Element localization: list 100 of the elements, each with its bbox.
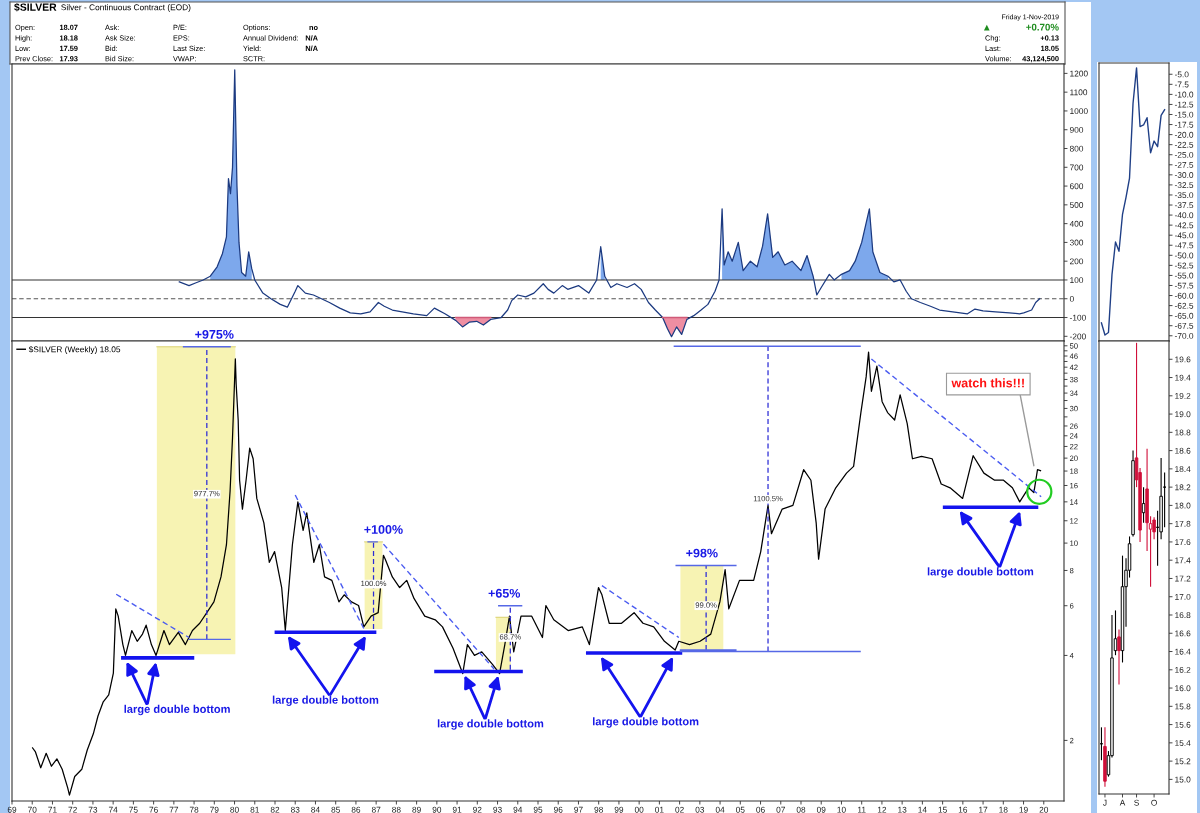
- y-tick-label: 19.6: [1175, 356, 1191, 363]
- y-tick-label: -42.5: [1174, 222, 1194, 229]
- y-tick-label: 0: [1069, 295, 1074, 302]
- y-tick-label: -65.0: [1174, 312, 1194, 319]
- annotation: large double bottom: [927, 567, 1034, 578]
- y-tick-label: -27.5: [1174, 161, 1194, 168]
- x-tick-label: 75: [129, 806, 138, 813]
- x-tick-label: 87: [371, 806, 381, 813]
- annotation: watch this!!!: [951, 378, 1024, 388]
- annotation: large double bottom: [272, 695, 379, 706]
- x-tick-label: 71: [48, 806, 57, 813]
- y-tick-label: -52.5: [1174, 262, 1194, 269]
- text: $SILVER: [14, 2, 57, 12]
- text: +0.70%: [1026, 23, 1059, 31]
- x-tick-label: 08: [796, 806, 806, 813]
- x-tick-label: S: [1134, 799, 1139, 806]
- x-tick-label: 04: [715, 806, 725, 813]
- y-tick-label: -40.0: [1174, 212, 1194, 219]
- y-tick-label: 15.6: [1175, 721, 1191, 728]
- x-tick-label: 99: [614, 806, 624, 813]
- y-tick-label: 18.2: [1175, 484, 1191, 491]
- y-tick-label: 15.2: [1175, 758, 1191, 765]
- candlestick: [1117, 629, 1121, 685]
- x-tick-label: 88: [392, 806, 401, 813]
- x-tick-label: 18: [999, 806, 1008, 813]
- y-tick-label: 16.6: [1175, 630, 1191, 637]
- text: Silver - Continuous Contract (EOD): [61, 4, 191, 12]
- annotation: +65%: [488, 588, 521, 598]
- y-tick-label: 900: [1069, 126, 1084, 133]
- y-tick-label: 16.8: [1175, 612, 1191, 619]
- x-tick-label: 91: [452, 806, 462, 813]
- x-tick-label: 96: [553, 806, 563, 813]
- x-tick-label: O: [1151, 799, 1157, 806]
- y-tick-label: 500: [1069, 202, 1084, 208]
- y-tick-label: 800: [1069, 145, 1084, 152]
- x-tick-label: 17: [979, 806, 988, 813]
- x-tick-label: 74: [108, 806, 118, 813]
- x-tick-label: 72: [68, 806, 77, 813]
- y-tick-label: -10.0: [1174, 91, 1194, 98]
- y-tick-label: -35.0: [1174, 192, 1194, 199]
- y-tick-label: -60.0: [1174, 292, 1194, 299]
- y-tick-label: -30.0: [1174, 172, 1194, 178]
- y-tick-label: 200: [1069, 258, 1084, 265]
- x-tick-label: 06: [756, 806, 765, 813]
- x-tick-label: 16: [958, 806, 968, 813]
- x-tick-label: 93: [493, 806, 502, 813]
- y-tick-label: 18.0: [1175, 502, 1191, 509]
- x-tick-label: 79: [210, 806, 219, 813]
- y-tick-label: 17.8: [1175, 520, 1191, 527]
- y-tick-label: -100: [1069, 314, 1086, 321]
- y-tick-label: 700: [1069, 164, 1084, 171]
- y-tick-label: -32.5: [1174, 182, 1194, 188]
- x-tick-label: 86: [351, 806, 361, 813]
- x-tick-label: 81: [250, 806, 259, 813]
- x-tick-label: 69: [7, 806, 17, 813]
- annotation: large double bottom: [437, 719, 544, 730]
- y-tick-label: -50.0: [1174, 252, 1194, 259]
- y-tick-label: 18.4: [1175, 466, 1191, 472]
- x-tick-label: 83: [290, 806, 300, 813]
- x-tick-label: 11: [858, 806, 866, 813]
- x-tick-label: 07: [776, 806, 785, 813]
- y-tick-label: 15.8: [1175, 703, 1191, 710]
- annotation: +98%: [686, 548, 718, 558]
- x-tick-label: 98: [594, 806, 603, 813]
- x-tick-label: 12: [877, 806, 887, 813]
- x-tick-label: 20: [1039, 806, 1049, 813]
- x-tick-label: 13: [898, 806, 907, 813]
- line-series: [178, 69, 1041, 338]
- y-tick-label: -45.0: [1174, 232, 1194, 239]
- y-tick-label: -67.5: [1174, 322, 1194, 329]
- x-tick-label: 03: [695, 806, 705, 813]
- y-tick-label: -55.0: [1174, 272, 1194, 279]
- y-tick-label: 600: [1069, 183, 1084, 190]
- line-series: [1100, 67, 1166, 336]
- y-tick-label: 19.4: [1175, 374, 1191, 381]
- x-tick-label: 01: [655, 806, 664, 813]
- x-tick-label: 89: [412, 806, 421, 813]
- annotation: large double bottom: [593, 717, 699, 728]
- x-tick-label: 95: [533, 806, 543, 813]
- x-tick-label: 00: [634, 806, 644, 813]
- x-tick-label: 76: [149, 806, 158, 813]
- x-tick-label: 78: [189, 806, 199, 813]
- x-tick-label: 84: [311, 806, 320, 813]
- y-tick-label: 15.4: [1175, 740, 1191, 746]
- x-tick-label: 14: [918, 806, 927, 813]
- y-tick-label: 400: [1069, 220, 1084, 227]
- y-tick-label: -25.0: [1174, 151, 1194, 158]
- y-tick-label: -37.5: [1174, 202, 1194, 209]
- x-tick-label: 90: [432, 806, 442, 813]
- x-tick-label: 19: [1019, 806, 1028, 813]
- x-tick-label: 05: [736, 806, 745, 813]
- x-tick-label: 73: [88, 806, 98, 813]
- y-tick-label: 16.0: [1175, 685, 1191, 692]
- y-tick-label: -70.0: [1174, 332, 1194, 339]
- y-tick-label: -15.0: [1174, 111, 1194, 118]
- y-tick-label: -7.5: [1174, 81, 1189, 88]
- y-tick-label: -12.5: [1174, 101, 1194, 108]
- x-tick-label: 09: [816, 806, 826, 813]
- y-tick-label: -17.5: [1174, 121, 1194, 128]
- x-tick-label: 85: [331, 806, 340, 813]
